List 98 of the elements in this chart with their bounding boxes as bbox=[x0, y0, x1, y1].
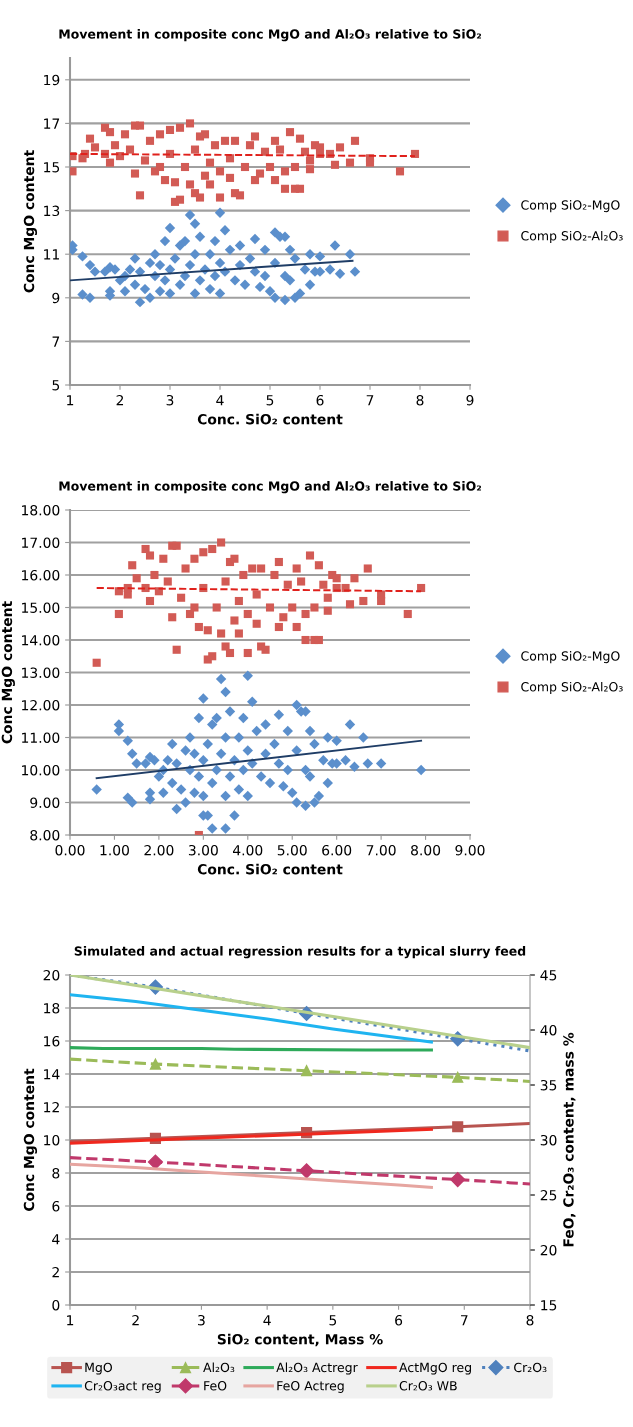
x-tick-label: 6 bbox=[395, 1314, 403, 1326]
point bbox=[147, 1154, 163, 1170]
legend-label: MgO bbox=[85, 1362, 113, 1375]
x-tick-label: 3 bbox=[198, 1314, 205, 1326]
y-tick-label: 14 bbox=[44, 1069, 60, 1080]
y-tick-label: 2 bbox=[52, 1266, 59, 1278]
y-tick-label: 19 bbox=[44, 74, 60, 86]
y-tick-label: 4 bbox=[52, 1234, 60, 1245]
legend-label: Cr₂O₃ bbox=[514, 1362, 547, 1373]
x-axis-title: SiO₂ content, Mass % bbox=[217, 1333, 383, 1347]
y-tick-label: 13 bbox=[44, 205, 60, 217]
point bbox=[301, 1065, 313, 1077]
y-tick-label: 20 bbox=[43, 969, 60, 981]
y2-tick-label: 40 bbox=[540, 1024, 557, 1036]
y-axis-title: Conc MgO content bbox=[1, 601, 15, 744]
point bbox=[452, 1121, 464, 1133]
y-tick-label: 16 bbox=[44, 1035, 60, 1047]
point bbox=[450, 1172, 466, 1188]
y-tick-label: 17 bbox=[44, 118, 60, 129]
y-tick-label: 10 bbox=[44, 1134, 60, 1146]
x-tick-label: 9 bbox=[466, 394, 474, 406]
y-tick-label: 11.00 bbox=[22, 732, 60, 743]
y-tick-label: 15.00 bbox=[22, 602, 60, 613]
y-tick-label: 9.00 bbox=[30, 797, 60, 808]
y-axis-title: Conc MgO content bbox=[23, 1068, 38, 1211]
y2-tick-label: 45 bbox=[540, 970, 557, 981]
legend-label: ActMgO reg bbox=[399, 1362, 471, 1375]
y-tick-label: 9 bbox=[52, 292, 60, 304]
legend-label: Al₂O₃ Actregr bbox=[276, 1362, 358, 1375]
point bbox=[299, 1163, 315, 1179]
y2-tick-label: 30 bbox=[540, 1134, 557, 1146]
legend-label: Comp SiO₂-MgO bbox=[521, 200, 620, 213]
x-tick-label: 4.00 bbox=[232, 844, 263, 856]
y2-tick-label: 35 bbox=[540, 1079, 557, 1091]
line-series bbox=[70, 1057, 530, 1083]
y-tick-label: 6 bbox=[52, 1200, 60, 1212]
x-tick-label: 6 bbox=[316, 394, 324, 406]
x-tick-label: 0.00 bbox=[55, 844, 85, 856]
x-tick-label: 1 bbox=[67, 1315, 74, 1326]
y-tick-label: 12 bbox=[44, 1101, 59, 1113]
x-tick-label: 5 bbox=[329, 1315, 337, 1326]
legend-label: Cr₂O₃ WB bbox=[399, 1381, 457, 1391]
x-tick-label: 9.00 bbox=[455, 844, 485, 856]
y-tick-label: 5 bbox=[52, 380, 60, 391]
x-tick-label: 4 bbox=[263, 1315, 271, 1326]
x-tick-label: 1.00 bbox=[100, 844, 129, 856]
x-tick-label: 5.00 bbox=[277, 844, 307, 856]
chart-title: Simulated and actual regression results for a typical slurry feed bbox=[74, 946, 526, 959]
x-tick-label: 5 bbox=[266, 395, 274, 406]
x-tick-label: 1 bbox=[67, 395, 74, 406]
y-tick-label: 12.00 bbox=[22, 699, 60, 711]
y-tick-label: 14.00 bbox=[22, 634, 60, 646]
x-tick-label: 7.00 bbox=[366, 844, 396, 856]
legend-label: Comp SiO₂-MgO bbox=[521, 651, 620, 664]
x-tick-label: 6.00 bbox=[322, 844, 352, 856]
x-tick-label: 4 bbox=[216, 395, 224, 406]
legend-label: Comp SiO₂-Al₂O₃ bbox=[521, 681, 623, 694]
x-axis-title: Conc. SiO₂ content bbox=[197, 863, 343, 875]
y-tick-label: 13.00 bbox=[22, 667, 60, 678]
y-tick-label: 18 bbox=[44, 1002, 60, 1014]
x-tick-label: 2 bbox=[116, 394, 124, 406]
y-tick-label: 15 bbox=[44, 162, 60, 173]
x-axis-title: Conc. SiO₂ content bbox=[197, 413, 343, 425]
legend-label: Cr₂O₃act reg bbox=[84, 1381, 161, 1393]
y-tick-label: 11 bbox=[44, 249, 59, 260]
x-tick-label: 7 bbox=[461, 1315, 468, 1326]
y-tick-label: 7 bbox=[52, 336, 60, 347]
y-tick-label: 8.00 bbox=[30, 829, 60, 841]
y-tick-label: 8 bbox=[52, 1167, 60, 1179]
line-series bbox=[70, 1162, 433, 1189]
y-tick-label: 16.00 bbox=[22, 569, 60, 581]
x-tick-label: 7 bbox=[366, 395, 374, 406]
legend-label: FeO Actreg bbox=[277, 1381, 344, 1393]
x-tick-label: 2.00 bbox=[144, 844, 174, 856]
x-tick-label: 2 bbox=[132, 1314, 139, 1326]
y2-axis-title: FeO, Cr₂O₃ content, mass % bbox=[563, 1032, 576, 1247]
line-series bbox=[70, 993, 433, 1044]
x-tick-label: 8 bbox=[526, 1314, 534, 1326]
y-axis-title: Conc MgO content bbox=[23, 150, 38, 293]
legend-label: Al₂O₃ bbox=[203, 1362, 235, 1373]
legend-label: FeO bbox=[204, 1381, 227, 1391]
line-series bbox=[70, 1154, 530, 1188]
y2-tick-label: 25 bbox=[540, 1189, 557, 1201]
y-tick-label: 0 bbox=[52, 1299, 60, 1311]
x-tick-label: 8 bbox=[416, 394, 424, 406]
y-tick-label: 10.00 bbox=[22, 764, 60, 776]
y-tick-label: 17.00 bbox=[22, 537, 60, 548]
x-tick-label: 8.00 bbox=[411, 844, 441, 856]
chart-title: Movement in composite conc MgO and Al₂O₃ relative to SiO₂ bbox=[59, 29, 482, 42]
point bbox=[149, 1058, 161, 1070]
y2-tick-label: 15 bbox=[541, 1300, 557, 1311]
legend-label: Comp SiO₂-Al₂O₃ bbox=[521, 230, 623, 243]
point bbox=[452, 1071, 464, 1083]
y-tick-label: 18.00 bbox=[22, 504, 60, 516]
x-tick-label: 3.00 bbox=[188, 844, 218, 856]
x-tick-label: 3 bbox=[166, 394, 174, 406]
chart-title: Movement in composite conc MgO and Al₂O₃ relative to SiO₂ bbox=[59, 481, 482, 494]
y2-tick-label: 20 bbox=[540, 1244, 557, 1256]
